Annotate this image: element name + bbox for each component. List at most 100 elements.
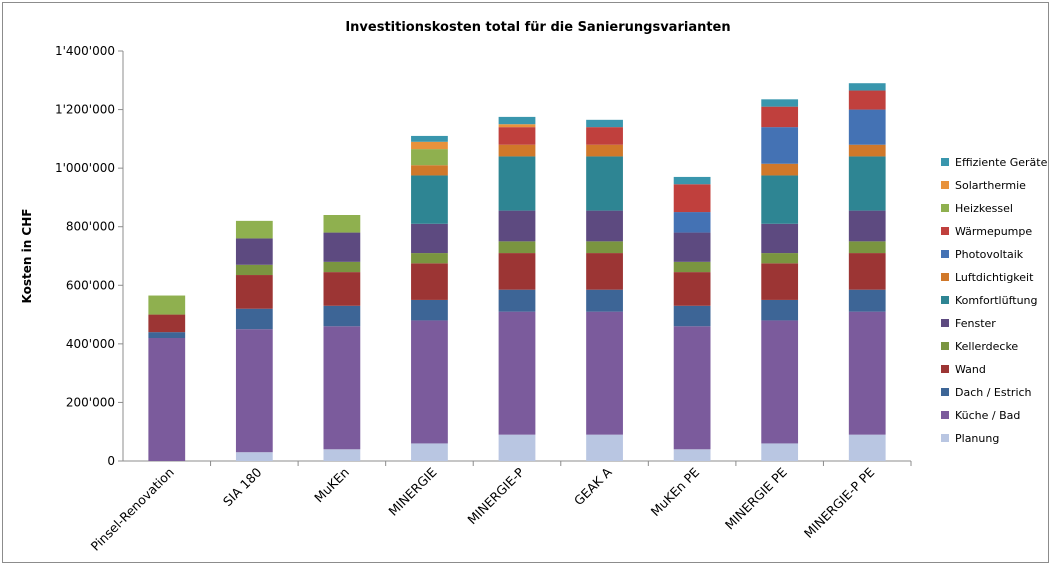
bar-segment xyxy=(411,263,448,300)
bar-segment xyxy=(411,135,448,142)
legend-swatch xyxy=(941,273,949,281)
bar-segment xyxy=(498,253,536,290)
y-tick-label: 1'000'000 xyxy=(55,161,115,175)
bar-segment xyxy=(411,253,448,264)
x-tick-label: GEAK A xyxy=(571,464,615,508)
bar-segment xyxy=(148,332,186,338)
bar-segment xyxy=(761,223,799,254)
bar-segment xyxy=(673,261,711,273)
y-axis-label: Kosten in CHF xyxy=(20,209,34,304)
bar-segment xyxy=(586,144,623,157)
x-tick-label: MuKEn xyxy=(311,465,352,506)
legend-swatch xyxy=(941,204,949,212)
bar-segment xyxy=(586,127,623,145)
bar-segment xyxy=(586,241,623,254)
bar-segment xyxy=(235,329,273,453)
bar-segment xyxy=(673,326,711,450)
legend-label: Fenster xyxy=(955,317,996,330)
bar-segment xyxy=(586,156,623,211)
bar-segment xyxy=(148,295,186,315)
bar-segment xyxy=(411,223,448,254)
x-tick-label: MuKEn PE xyxy=(648,464,703,519)
bar-segment xyxy=(323,305,361,327)
bar-segment xyxy=(411,141,448,150)
bar-segment xyxy=(235,220,273,239)
bar-segment xyxy=(848,83,886,91)
bar-segment xyxy=(673,184,711,213)
legend-label: Küche / Bad xyxy=(955,409,1020,422)
bar-segment xyxy=(323,261,361,273)
legend-label: Solarthermie xyxy=(955,179,1026,192)
bar-segment xyxy=(498,144,536,157)
bar-segment xyxy=(498,289,536,312)
legend-label: Komfortlüftung xyxy=(955,294,1038,307)
bar-segment xyxy=(411,299,448,321)
legend-swatch xyxy=(941,296,949,304)
legend-swatch xyxy=(941,411,949,419)
bar-segment xyxy=(673,449,711,461)
bar-segment xyxy=(411,443,448,461)
bar-segment xyxy=(323,326,361,450)
legend-swatch xyxy=(941,181,949,189)
bar-segment xyxy=(235,264,273,276)
bar-segment xyxy=(848,90,886,110)
legend-label: Planung xyxy=(955,432,999,445)
bar-segment xyxy=(498,434,536,461)
bar-segment xyxy=(411,149,448,166)
legend-swatch xyxy=(941,388,949,396)
bar-segment xyxy=(761,106,799,128)
bar-segment xyxy=(235,452,273,461)
bar-segment xyxy=(848,253,886,290)
bar-segment xyxy=(411,320,448,444)
bar-segment xyxy=(848,144,886,157)
y-tick-label: 0 xyxy=(107,454,115,468)
bar-segment xyxy=(235,238,273,265)
bar-segment xyxy=(586,210,623,242)
bar-segment xyxy=(323,272,361,306)
bar-segment xyxy=(498,210,536,242)
legend-swatch xyxy=(941,434,949,442)
bar-segment xyxy=(498,116,536,125)
bar-segment xyxy=(761,127,799,164)
bar-segment xyxy=(323,232,361,262)
bar-segment xyxy=(761,299,799,321)
legend-label: Kellerdecke xyxy=(955,340,1018,353)
legend-label: Effiziente Geräte xyxy=(955,156,1048,169)
bar-segment xyxy=(498,156,536,211)
bar-segment xyxy=(586,311,623,435)
bar-segment xyxy=(323,215,361,233)
bar-segment xyxy=(848,434,886,461)
x-tick-label: Pinsel-Renovation xyxy=(88,465,177,554)
y-tick-label: 1'200'000 xyxy=(55,103,115,117)
x-tick-label: MINERGIE PE xyxy=(722,464,790,532)
legend-label: Wand xyxy=(955,363,986,376)
legend-label: Heizkessel xyxy=(955,202,1013,215)
bar-segment xyxy=(323,449,361,461)
legend-swatch xyxy=(941,250,949,258)
bar-segment xyxy=(673,176,711,185)
x-tick-label: MINERGIE xyxy=(385,464,439,518)
x-tick-label: MINERGIE-P PE xyxy=(801,464,878,541)
bar-segment xyxy=(411,165,448,176)
bar-segment xyxy=(761,253,799,264)
bar-segment xyxy=(673,305,711,327)
bar-segment xyxy=(586,253,623,290)
bar-segment xyxy=(498,127,536,145)
legend-swatch xyxy=(941,342,949,350)
bar-segment xyxy=(761,443,799,461)
bar-segment xyxy=(848,109,886,145)
bar-segment xyxy=(848,210,886,242)
bar-segment xyxy=(673,212,711,233)
bar-segment xyxy=(235,308,273,330)
legend-swatch xyxy=(941,319,949,327)
bar-segment xyxy=(761,263,799,300)
bar-segment xyxy=(586,434,623,461)
y-tick-label: 800'000 xyxy=(66,220,115,234)
y-tick-label: 1'400'000 xyxy=(55,44,115,58)
bar-segment xyxy=(673,272,711,306)
bar-segment xyxy=(148,314,186,333)
bar-segment xyxy=(586,289,623,312)
bar-segment xyxy=(235,275,273,309)
bar-segment xyxy=(761,320,799,444)
